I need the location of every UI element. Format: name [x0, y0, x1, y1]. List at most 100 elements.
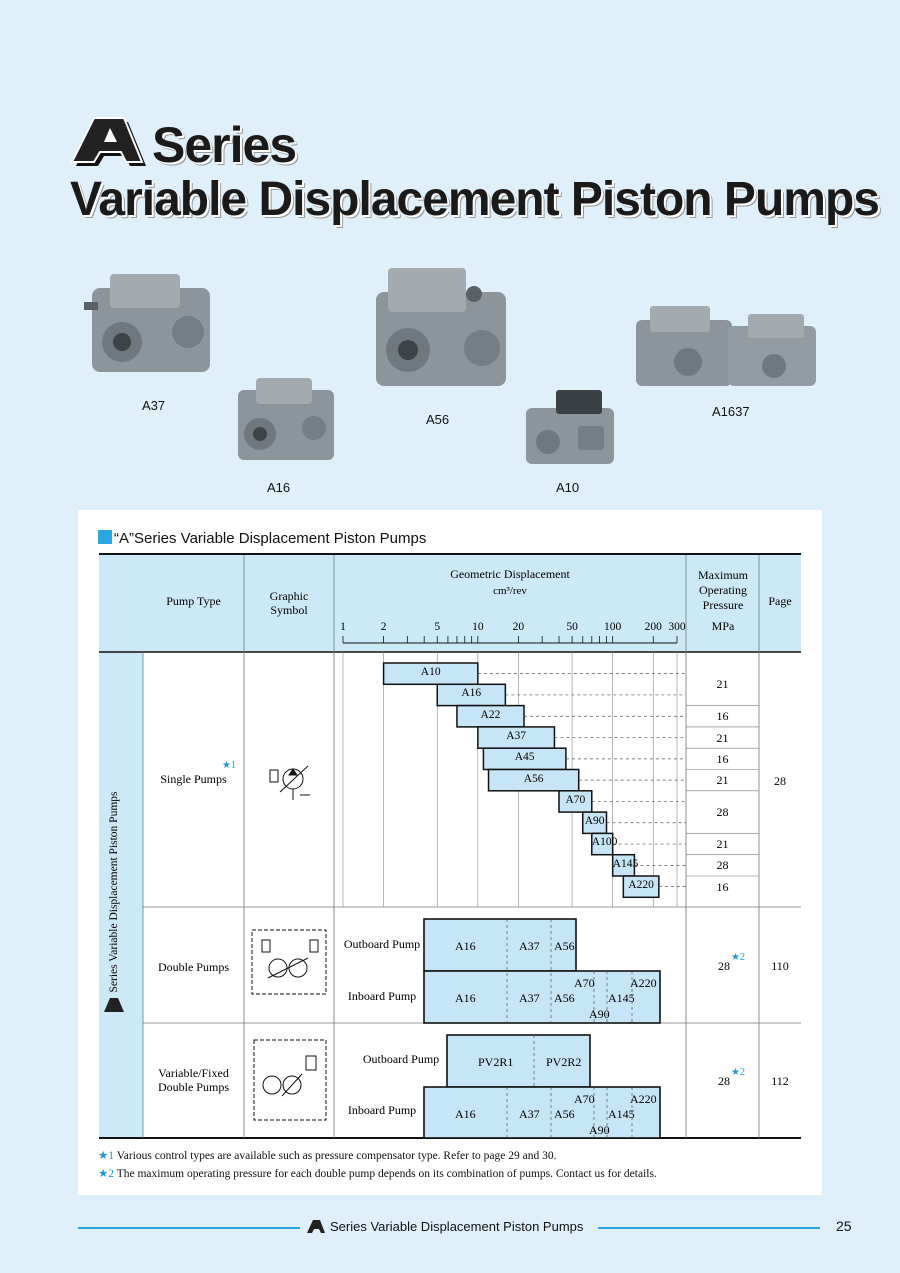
varfixed-outboard-label: Outboard Pump	[362, 1052, 440, 1066]
single-pressure-value: 16	[716, 709, 729, 724]
single-bar-label: A220	[628, 879, 654, 891]
pump-photo-a1637	[636, 306, 816, 386]
varfixed-page: 112	[771, 1074, 789, 1088]
footnote-2-text: The maximum operating pressure for each …	[116, 1168, 657, 1180]
double-inboard-bar	[423, 970, 661, 1024]
header-fill	[99, 555, 801, 652]
double-inboard-label: Inboard Pump	[347, 989, 417, 1003]
header-displacement: Geometric Displacement	[450, 567, 570, 581]
pump-photo-a16	[238, 378, 334, 460]
double-inboard-item: A220	[630, 976, 657, 990]
header-max-pressure: Maximum Operating Pressure	[698, 568, 748, 612]
double-inboard-item: A16	[455, 991, 476, 1005]
single-bar-label: A90	[584, 815, 605, 828]
pump-photo-a10	[526, 390, 614, 464]
double-inboard-item: A70	[574, 976, 595, 990]
double-inboard-item: A37	[519, 991, 540, 1005]
photo-label-a56: A56	[426, 412, 450, 427]
header-displacement-unit: cm³/rev	[493, 585, 527, 597]
varfixed-inboard-bar	[423, 1086, 661, 1139]
side-label: Series Variable Displacement Piston Pump…	[108, 791, 120, 993]
double-outboard-item: A56	[554, 939, 575, 953]
table-title-text: “A”Series Variable Displacement Piston P…	[114, 530, 427, 547]
double-pump-symbol-icon	[251, 929, 327, 995]
header-pressure-unit: MPa	[711, 619, 735, 633]
single-pump-bars	[382, 662, 686, 899]
varfixed-inboard-item: A220	[630, 1092, 657, 1106]
varfixed-pressure: 28	[718, 1074, 730, 1088]
double-outboard-item: A37	[519, 939, 540, 953]
series-logo-icon	[70, 117, 146, 166]
double-inboard-item: A90	[589, 1007, 610, 1021]
header-graphic-symbol: Graphic Symbol	[269, 589, 309, 617]
footnote-2-mark: ★2	[98, 1168, 115, 1180]
varfixed-inboard-label: Inboard Pump	[347, 1103, 417, 1117]
varfixed-inboard-item: A37	[519, 1107, 540, 1121]
double-inboard-item: A145	[608, 991, 635, 1005]
footnote-1: ★1 Various control types are available s…	[98, 1148, 556, 1162]
single-pressure-value: 21	[716, 677, 729, 692]
double-outboard-label: Outboard Pump	[343, 937, 421, 951]
single-bar-label: A16	[461, 687, 482, 700]
single-bar-label: A22	[480, 708, 501, 721]
single-pressure-value: 28	[716, 805, 729, 820]
footnote-1-mark: ★1	[98, 1150, 115, 1162]
double-pressure: 28	[718, 959, 730, 973]
varfixed-pressure-note: ★2	[731, 1067, 745, 1078]
varfixed-label-line1: Variable/Fixed	[158, 1066, 229, 1080]
side-label-fill	[99, 652, 143, 1138]
photo-label-a1637: A1637	[712, 404, 750, 419]
single-pressure-value: 16	[716, 879, 729, 894]
varfixed-label-line2: Double Pumps	[157, 1080, 229, 1094]
series-title: Series	[152, 117, 297, 173]
varfixed-inboard-item: A70	[574, 1092, 595, 1106]
page-title: Variable Displacement Piston Pumps	[70, 173, 880, 226]
footer-rule-right	[598, 1227, 820, 1229]
single-pressure-value: 28	[716, 858, 729, 873]
varfixed-outboard-item: PV2R1	[478, 1055, 514, 1069]
footer-logo-icon	[307, 1220, 325, 1233]
single-bar-label: A145	[612, 857, 639, 870]
single-bar-label: A70	[565, 793, 586, 806]
scale-tick-label: 5	[434, 621, 441, 633]
single-pumps-label: Single Pumps	[160, 772, 227, 786]
varfixed-pump-symbol-icon	[253, 1039, 327, 1121]
single-pressure-value: 16	[716, 751, 729, 766]
single-pressure-value: 21	[716, 773, 729, 788]
double-outboard-item: A16	[455, 939, 476, 953]
footnote-2: ★2 The maximum operating pressure for ea…	[98, 1166, 657, 1180]
header-page: Page	[768, 594, 792, 608]
single-bar-label: A37	[506, 729, 527, 742]
scale-tick-label: 1	[340, 621, 346, 633]
scale-tick-label: 100	[604, 621, 622, 633]
scale-ticks	[342, 636, 678, 643]
single-pumps-note: ★1	[222, 760, 236, 771]
varfixed-inboard-item: A16	[455, 1107, 476, 1121]
pump-photo-a56	[376, 268, 506, 386]
single-pressure-value: 21	[716, 730, 729, 745]
page-number: 25	[836, 1218, 852, 1234]
header-pump-type: Pump Type	[166, 594, 221, 608]
scale-tick-label: 200	[644, 621, 662, 633]
varfixed-outboard-bar	[446, 1034, 591, 1088]
scale-tick-label: 300	[668, 621, 686, 633]
side-logo-icon	[104, 998, 124, 1012]
photo-label-a10: A10	[556, 480, 580, 495]
scale-tick-label: 10	[472, 621, 484, 633]
photo-label-a16: A16	[267, 480, 291, 495]
scale-tick-label: 2	[380, 621, 387, 633]
scale-tick-label: 20	[512, 621, 525, 633]
footnote-1-text: Various control types are available such…	[116, 1150, 557, 1162]
double-pressure-note: ★2	[731, 952, 745, 963]
single-bar-label: A10	[420, 666, 441, 678]
photo-label-a37: A37	[142, 398, 166, 413]
double-pumps-page: 110	[771, 959, 789, 973]
single-pump-symbol-icon	[269, 765, 310, 800]
varfixed-inboard-item: A56	[554, 1107, 575, 1121]
single-pumps-page: 28	[774, 774, 786, 788]
single-bar-label: A56	[523, 772, 544, 785]
footer-text: Series Variable Displacement Piston Pump…	[330, 1219, 584, 1234]
square-bullet-icon	[98, 530, 112, 544]
scale-tick-label: 50	[566, 621, 578, 633]
